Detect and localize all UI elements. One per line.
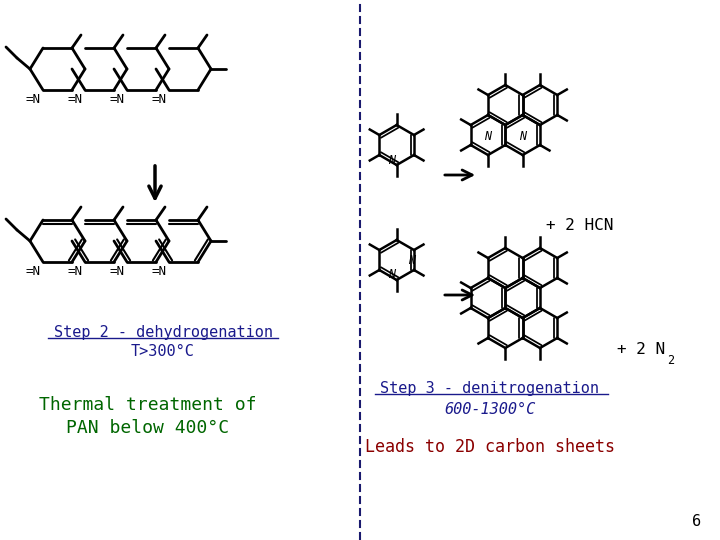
Text: N: N — [388, 153, 395, 166]
Text: =N: =N — [68, 93, 83, 106]
Text: N: N — [388, 268, 395, 281]
Text: 2: 2 — [667, 354, 674, 367]
Text: N: N — [519, 131, 526, 144]
Text: Step 3 - denitrogenation: Step 3 - denitrogenation — [380, 381, 600, 395]
Text: =N: =N — [68, 265, 83, 278]
Text: + 2 HCN: + 2 HCN — [546, 218, 613, 233]
Text: Leads to 2D carbon sheets: Leads to 2D carbon sheets — [365, 438, 615, 456]
Text: =N: =N — [152, 93, 167, 106]
Text: =N: =N — [152, 265, 167, 278]
Text: =N: =N — [110, 93, 125, 106]
Text: T>300°C: T>300°C — [131, 345, 195, 360]
Text: =N: =N — [110, 265, 125, 278]
Text: =N: =N — [26, 93, 41, 106]
Text: Thermal treatment of: Thermal treatment of — [40, 396, 257, 414]
Text: Step 2 - dehydrogenation: Step 2 - dehydrogenation — [53, 325, 272, 340]
Text: + 2 N: + 2 N — [617, 342, 665, 357]
Text: =N: =N — [26, 265, 41, 278]
Text: N: N — [408, 253, 415, 267]
Text: PAN below 400°C: PAN below 400°C — [66, 419, 230, 437]
Text: N: N — [485, 131, 492, 144]
Text: 6: 6 — [693, 515, 701, 530]
Text: 600-1300°C: 600-1300°C — [444, 402, 536, 417]
